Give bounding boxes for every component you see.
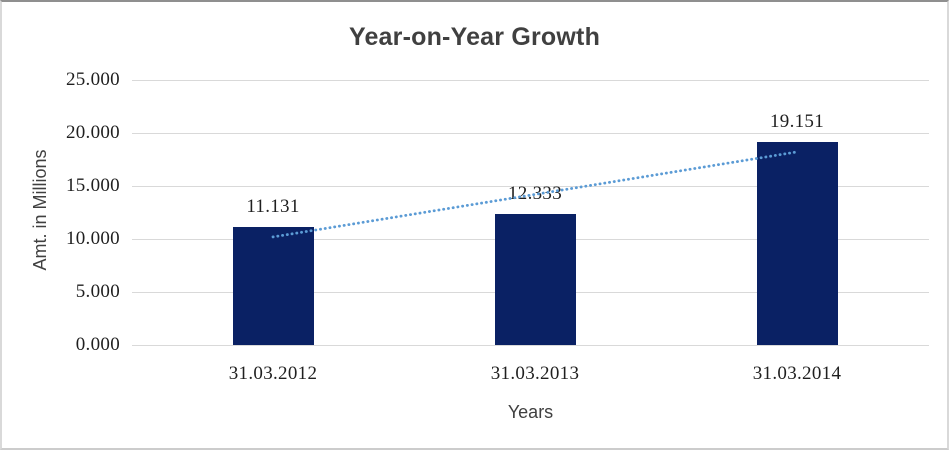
gridline — [132, 344, 929, 346]
x-tick-label: 31.03.2013 — [490, 363, 580, 384]
gridline — [132, 79, 929, 81]
x-tick-label: 31.03.2014 — [752, 363, 842, 384]
x-axis-title: Years — [507, 402, 554, 422]
bar-value-label: 19.151 — [769, 110, 825, 132]
y-tick-label: 10.000 — [65, 228, 120, 249]
y-tick-label: 25.000 — [65, 69, 120, 90]
bar — [756, 141, 838, 345]
bar-value-label: 11.131 — [246, 196, 300, 217]
gridline — [132, 132, 929, 134]
y-tick-label: 5.000 — [75, 281, 120, 302]
y-tick-label: 0.000 — [75, 334, 120, 355]
y-tick-label: 20.000 — [65, 122, 120, 143]
chart-title: Year-on-Year Growth — [348, 23, 601, 51]
bar-value-label: 12.333 — [507, 183, 563, 205]
x-tick-label: 31.03.2012 — [228, 363, 318, 384]
y-tick-label: 15.000 — [65, 175, 120, 196]
bar — [232, 227, 314, 345]
bar — [494, 214, 576, 345]
